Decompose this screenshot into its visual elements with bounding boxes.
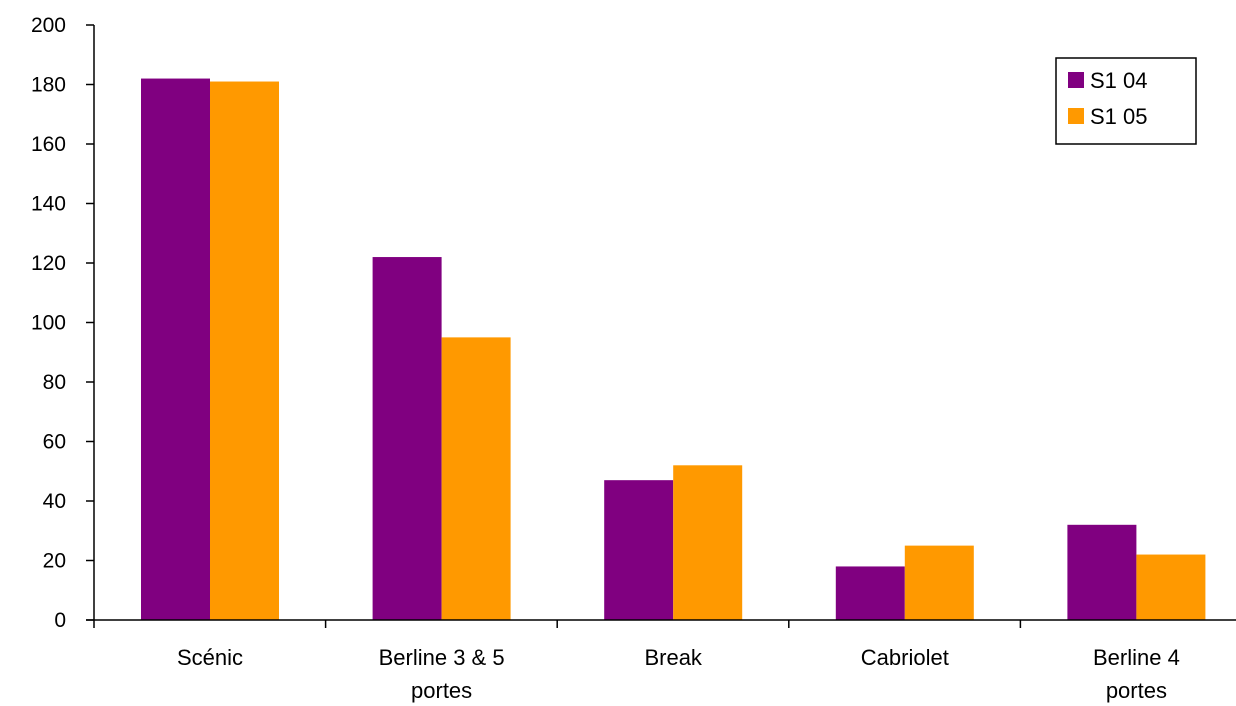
legend-label: S1 04: [1090, 68, 1148, 93]
y-tick-label: 180: [31, 74, 66, 97]
bar-s1-04-1: [372, 257, 442, 620]
x-category-label-line: portes: [411, 678, 472, 703]
x-category-label-line: Berline 4: [1093, 645, 1180, 670]
y-tick-label: 140: [31, 193, 66, 216]
x-category-label: Cabriolet: [861, 645, 949, 670]
legend-label: S1 05: [1090, 104, 1148, 129]
y-tick-label: 80: [43, 371, 66, 394]
bar-s1-05-4: [1136, 554, 1206, 620]
y-axis: 0 20 40 60 80 100 120 140 160 180 200: [31, 14, 95, 632]
bar-s1-05-2: [673, 465, 743, 620]
bar-s1-04-4: [1067, 524, 1137, 620]
x-category-label-line: Scénic: [177, 645, 243, 670]
y-tick-label: 200: [31, 14, 66, 37]
x-category-label-line: Berline 3 & 5: [379, 645, 505, 670]
y-tick-label: 20: [43, 550, 66, 573]
x-category-label-line: Break: [644, 645, 702, 670]
bar-s1-04-3: [835, 566, 905, 620]
x-category-label: Scénic: [177, 645, 243, 670]
x-axis: Scénic Berline 3 & 5 portes Break Cabriolet B…: [86, 619, 1236, 703]
y-tick-label: 40: [43, 490, 66, 513]
bar-s1-05-3: [904, 545, 974, 620]
y-tick-label: 160: [31, 133, 66, 156]
bar-s1-04-2: [604, 480, 674, 620]
legend-swatch: [1068, 72, 1084, 88]
x-category-label: Break: [644, 645, 702, 670]
x-category-label-line: portes: [1106, 678, 1167, 703]
y-tick-label: 60: [43, 431, 66, 454]
y-tick-label: 120: [31, 252, 66, 275]
bars-group: [141, 78, 1206, 621]
x-category-label: Berline 4 portes: [1093, 645, 1180, 703]
legend: S1 04 S1 05: [1055, 57, 1197, 145]
x-category-label-line: Cabriolet: [861, 645, 949, 670]
y-tick-label: 100: [31, 312, 66, 335]
legend-swatch: [1068, 108, 1084, 124]
bar-s1-05-1: [441, 337, 511, 620]
bar-s1-04-0: [141, 78, 210, 621]
bar-s1-05-0: [210, 81, 279, 620]
x-category-label: Berline 3 & 5 portes: [379, 645, 505, 703]
y-tick-label: 0: [54, 609, 66, 632]
